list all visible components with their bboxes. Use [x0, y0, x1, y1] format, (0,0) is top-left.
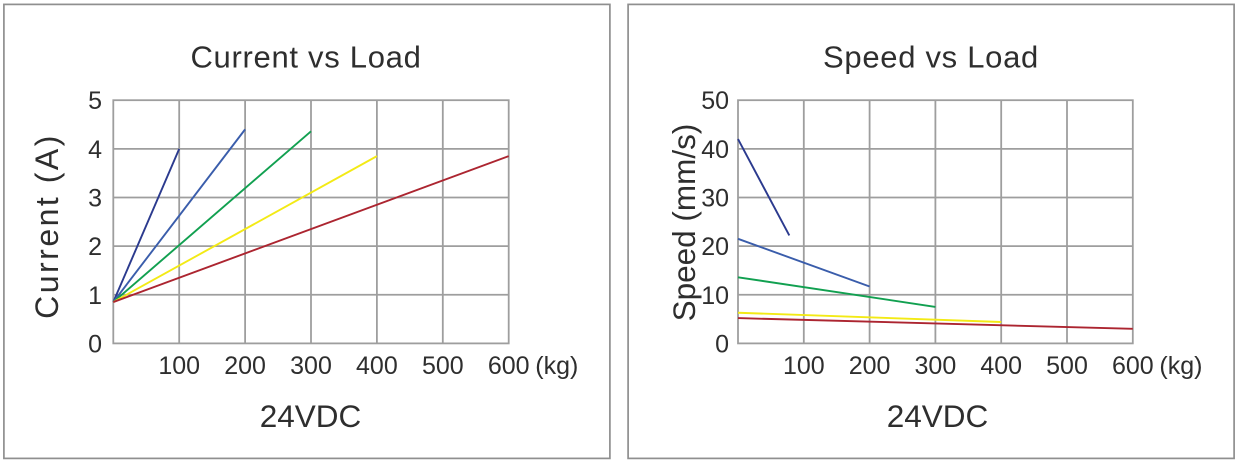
svg-text:400: 400: [356, 352, 398, 380]
svg-text:600: 600: [488, 352, 530, 380]
svg-text:40: 40: [701, 136, 729, 164]
svg-text:(kg): (kg): [1159, 352, 1202, 380]
svg-text:Speed vs Load: Speed vs Load: [823, 40, 1039, 75]
svg-text:30: 30: [701, 184, 729, 212]
svg-text:2: 2: [88, 233, 102, 261]
svg-text:200: 200: [849, 352, 891, 380]
svg-text:3: 3: [88, 184, 102, 212]
svg-text:(kg): (kg): [535, 352, 578, 380]
svg-text:Current vs Load: Current vs Load: [190, 40, 421, 75]
svg-text:0: 0: [88, 330, 102, 358]
svg-text:300: 300: [915, 352, 957, 380]
svg-text:4: 4: [88, 136, 102, 164]
svg-text:10: 10: [701, 282, 729, 310]
svg-text:200: 200: [224, 352, 266, 380]
svg-text:0: 0: [715, 330, 729, 358]
svg-text:20: 20: [701, 233, 729, 261]
svg-text:100: 100: [158, 352, 200, 380]
svg-text:24VDC: 24VDC: [887, 398, 989, 434]
svg-text:24VDC: 24VDC: [260, 398, 362, 434]
svg-text:300: 300: [290, 352, 332, 380]
svg-text:100: 100: [783, 352, 825, 380]
svg-text:500: 500: [422, 352, 464, 380]
svg-text:1: 1: [88, 282, 102, 310]
svg-text:5: 5: [88, 87, 102, 115]
svg-text:50: 50: [701, 87, 729, 115]
svg-text:600: 600: [1112, 352, 1154, 380]
svg-text:400: 400: [980, 352, 1022, 380]
svg-text:Speed (mm/s): Speed (mm/s): [666, 124, 702, 322]
svg-text:Current (A): Current (A): [29, 133, 65, 319]
svg-text:500: 500: [1046, 352, 1088, 380]
